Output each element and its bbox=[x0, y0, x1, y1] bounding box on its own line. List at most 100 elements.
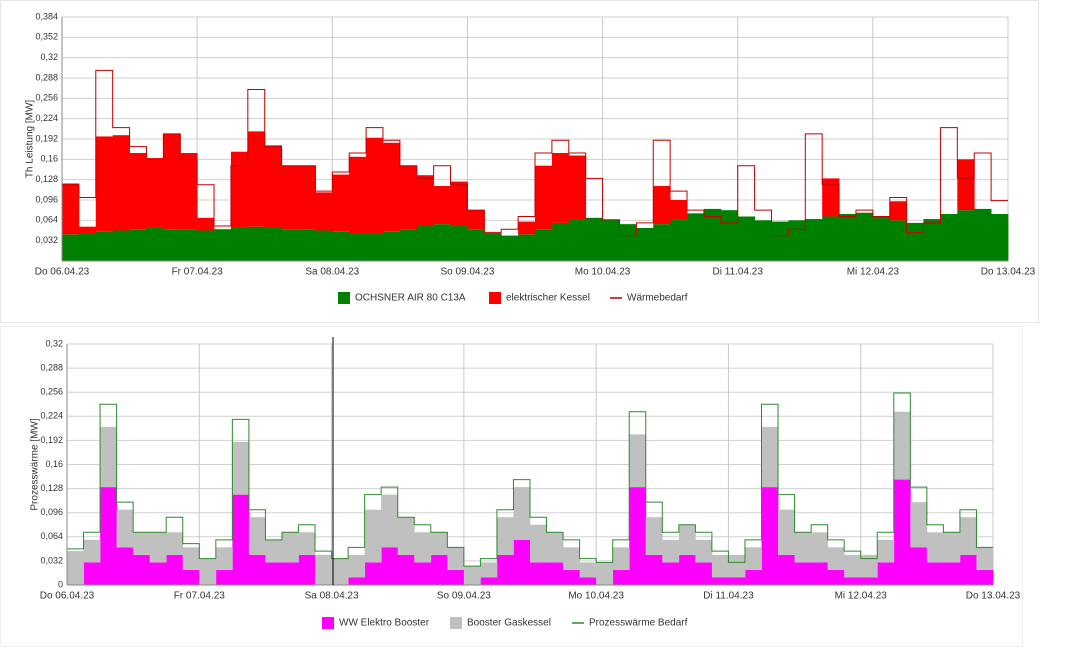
bar-segment bbox=[943, 532, 961, 563]
bar-segment bbox=[414, 562, 432, 585]
bar-segment bbox=[579, 562, 597, 578]
bar-segment bbox=[230, 227, 249, 261]
bar-segment bbox=[563, 569, 581, 585]
bar-segment bbox=[281, 532, 299, 563]
bar-segment bbox=[778, 554, 795, 585]
bar-segment bbox=[568, 219, 587, 261]
bar-segment bbox=[811, 562, 829, 585]
bar-segment bbox=[687, 213, 705, 261]
bar-segment bbox=[381, 494, 399, 548]
bar-segment bbox=[910, 547, 928, 585]
bar-segment bbox=[579, 577, 597, 585]
bar-segment bbox=[430, 554, 448, 585]
bar-segment bbox=[349, 233, 367, 261]
y-tick-label: 0,128 bbox=[35, 174, 58, 184]
bar-segment bbox=[720, 210, 739, 261]
bar-segment bbox=[248, 554, 266, 585]
y-tick-label: 0,032 bbox=[35, 235, 58, 245]
bar-segment bbox=[943, 562, 961, 585]
bar-segment bbox=[214, 229, 232, 261]
legend-swatch bbox=[489, 292, 501, 304]
bar-segment bbox=[496, 554, 514, 585]
bar-segment bbox=[348, 554, 366, 578]
bar-segment bbox=[78, 226, 97, 234]
bar-segment bbox=[264, 227, 283, 261]
panel-frame bbox=[0, 326, 1023, 647]
x-tick-label: Mo 10.04.23 bbox=[568, 591, 624, 602]
bar-segment bbox=[430, 532, 448, 555]
bar-segment bbox=[215, 569, 233, 585]
bar-segment bbox=[744, 569, 762, 585]
bar-segment bbox=[976, 547, 994, 570]
bar-segment bbox=[695, 562, 713, 585]
bar-segment bbox=[546, 562, 564, 585]
x-tick-label: Di 11.04.23 bbox=[703, 591, 754, 602]
bar-segment bbox=[67, 551, 84, 585]
legend-label: Wärmebedarf bbox=[627, 293, 688, 304]
bar-segment bbox=[827, 547, 845, 570]
bar-segment bbox=[518, 221, 536, 235]
y-tick-label: 0,192 bbox=[35, 133, 58, 143]
bar-segment bbox=[348, 577, 366, 585]
bar-segment bbox=[805, 219, 823, 261]
bar-segment bbox=[199, 558, 217, 585]
bar-segment bbox=[149, 532, 167, 563]
bar-segment bbox=[281, 165, 299, 230]
bar-segment bbox=[182, 569, 200, 585]
bar-segment bbox=[653, 224, 671, 261]
bar-segment bbox=[563, 547, 581, 570]
bar-segment bbox=[695, 539, 713, 563]
bar-segment bbox=[744, 547, 762, 570]
legend-swatch bbox=[450, 617, 462, 629]
bar-segment bbox=[877, 539, 895, 563]
legend-swatch bbox=[338, 292, 350, 304]
bar-segment bbox=[761, 426, 779, 488]
bar-segment bbox=[754, 220, 772, 261]
y-tick-label: 0,16 bbox=[45, 459, 63, 469]
bar-segment bbox=[298, 532, 316, 555]
y-tick-label: 0,288 bbox=[40, 362, 63, 372]
y-tick-label: 0,352 bbox=[35, 32, 58, 42]
bar-segment bbox=[450, 181, 468, 227]
bar-segment bbox=[265, 562, 283, 585]
bar-segment bbox=[381, 547, 399, 585]
bar-segment bbox=[872, 216, 891, 261]
y-tick-label: 0,224 bbox=[40, 411, 63, 421]
bar-segment bbox=[893, 411, 911, 480]
bar-segment bbox=[991, 213, 1009, 261]
x-tick-label: So 09.04.23 bbox=[437, 591, 491, 602]
bar-segment bbox=[100, 487, 118, 585]
bar-segment bbox=[794, 532, 812, 563]
bar-segment bbox=[926, 562, 944, 585]
bar-segment bbox=[416, 226, 435, 261]
bar-segment bbox=[629, 487, 647, 585]
legend-label: Booster Gaskessel bbox=[467, 618, 551, 629]
bar-segment bbox=[596, 562, 614, 585]
bar-segment bbox=[197, 230, 215, 261]
legend-label: OCHSNER AIR 80 C13A bbox=[355, 293, 466, 304]
bar-segment bbox=[513, 487, 531, 540]
legend-label: Prozesswärme Bedarf bbox=[589, 618, 688, 629]
y-axis-title: Prozesswärme [MW] bbox=[30, 418, 41, 510]
x-tick-label: Fr 07.04.23 bbox=[174, 591, 226, 602]
panel-frame bbox=[0, 0, 1039, 323]
bar-segment bbox=[678, 524, 696, 555]
bar-segment bbox=[315, 192, 333, 231]
bar-segment bbox=[447, 569, 465, 585]
bar-segment bbox=[116, 509, 134, 548]
bar-segment bbox=[662, 562, 680, 585]
x-tick-label: Di 11.04.23 bbox=[713, 267, 764, 278]
bar-segment bbox=[923, 219, 941, 261]
bar-segment bbox=[889, 201, 908, 221]
bar-segment bbox=[926, 532, 944, 563]
bar-segment bbox=[467, 229, 485, 261]
bar-segment bbox=[397, 517, 415, 555]
bar-segment bbox=[247, 131, 266, 227]
bar-segment bbox=[382, 142, 401, 232]
bar-segment bbox=[78, 233, 97, 261]
bar-segment bbox=[893, 479, 911, 585]
bar-segment bbox=[366, 233, 384, 261]
bar-segment bbox=[414, 532, 432, 563]
bar-segment bbox=[182, 547, 200, 570]
